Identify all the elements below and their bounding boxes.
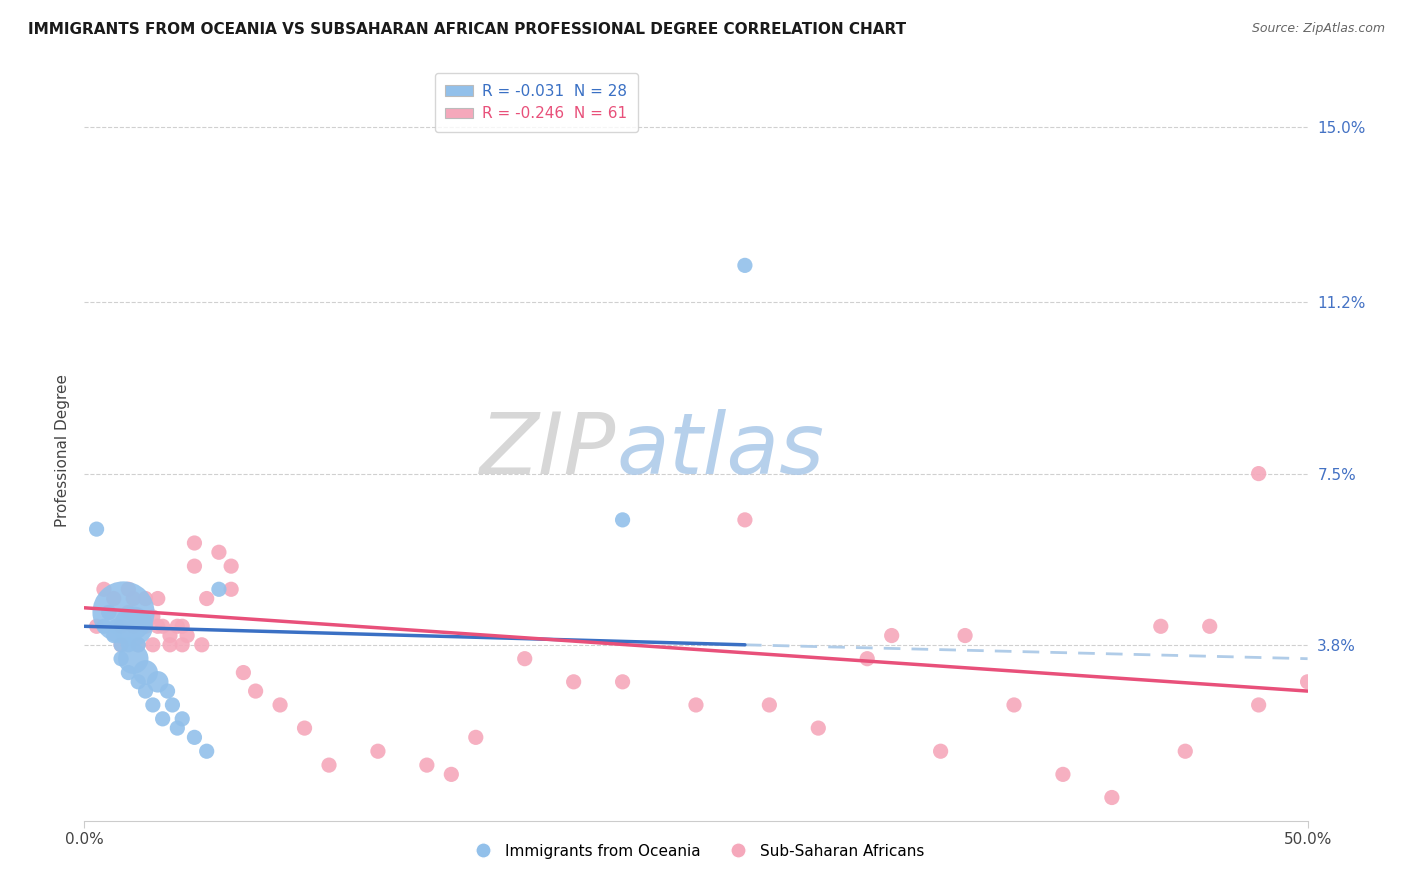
Point — [172, 619, 194, 633]
Point — [146, 591, 169, 606]
Point — [110, 619, 132, 633]
Point — [269, 698, 291, 712]
Point — [159, 638, 181, 652]
Point — [1247, 698, 1270, 712]
Point — [127, 674, 149, 689]
Point — [1002, 698, 1025, 712]
Point — [135, 684, 157, 698]
Y-axis label: Professional Degree: Professional Degree — [55, 374, 70, 527]
Point — [110, 638, 132, 652]
Point — [562, 674, 585, 689]
Point — [856, 651, 879, 665]
Point — [195, 744, 218, 758]
Point — [122, 619, 145, 633]
Point — [93, 619, 115, 633]
Point — [953, 628, 976, 642]
Point — [1198, 619, 1220, 633]
Point — [135, 619, 157, 633]
Point — [612, 513, 634, 527]
Point — [208, 545, 231, 559]
Text: ZIP: ZIP — [481, 409, 616, 492]
Point — [135, 665, 157, 680]
Point — [86, 522, 108, 536]
Point — [146, 674, 169, 689]
Point — [367, 744, 389, 758]
Point — [195, 591, 218, 606]
Point — [172, 712, 194, 726]
Point — [103, 628, 125, 642]
Point — [152, 619, 174, 633]
Point — [142, 610, 165, 624]
Point — [318, 758, 340, 772]
Point — [122, 619, 145, 633]
Point — [122, 591, 145, 606]
Point — [929, 744, 952, 758]
Text: Source: ZipAtlas.com: Source: ZipAtlas.com — [1251, 22, 1385, 36]
Point — [127, 610, 149, 624]
Point — [440, 767, 463, 781]
Point — [86, 619, 108, 633]
Point — [159, 628, 181, 642]
Point — [1247, 467, 1270, 481]
Point — [127, 638, 149, 652]
Point — [219, 582, 242, 597]
Point — [183, 731, 205, 745]
Point — [1101, 790, 1123, 805]
Point — [105, 619, 128, 633]
Point — [183, 559, 205, 574]
Point — [166, 721, 188, 735]
Point — [117, 606, 139, 620]
Point — [176, 628, 198, 642]
Point — [464, 731, 486, 745]
Point — [117, 638, 139, 652]
Point — [734, 513, 756, 527]
Point — [245, 684, 267, 698]
Point — [172, 638, 194, 652]
Point — [166, 619, 188, 633]
Point — [416, 758, 439, 772]
Point — [142, 698, 165, 712]
Point — [183, 536, 205, 550]
Point — [1296, 674, 1319, 689]
Point — [191, 638, 214, 652]
Point — [112, 606, 135, 620]
Point — [127, 638, 149, 652]
Point — [110, 651, 132, 665]
Legend: Immigrants from Oceania, Sub-Saharan Africans: Immigrants from Oceania, Sub-Saharan Afr… — [461, 838, 931, 865]
Point — [97, 606, 120, 620]
Point — [152, 712, 174, 726]
Point — [117, 582, 139, 597]
Point — [880, 628, 903, 642]
Point — [122, 651, 145, 665]
Point — [734, 259, 756, 273]
Point — [146, 619, 169, 633]
Point — [97, 606, 120, 620]
Point — [110, 638, 132, 652]
Point — [219, 559, 242, 574]
Point — [232, 665, 254, 680]
Point — [117, 665, 139, 680]
Point — [208, 582, 231, 597]
Point — [135, 591, 157, 606]
Point — [294, 721, 316, 735]
Point — [156, 684, 179, 698]
Point — [807, 721, 830, 735]
Point — [142, 638, 165, 652]
Point — [1150, 619, 1173, 633]
Point — [103, 591, 125, 606]
Text: IMMIGRANTS FROM OCEANIA VS SUBSAHARAN AFRICAN PROFESSIONAL DEGREE CORRELATION CH: IMMIGRANTS FROM OCEANIA VS SUBSAHARAN AF… — [28, 22, 907, 37]
Point — [513, 651, 536, 665]
Point — [685, 698, 707, 712]
Point — [758, 698, 780, 712]
Point — [612, 674, 634, 689]
Point — [162, 698, 184, 712]
Point — [93, 582, 115, 597]
Point — [1174, 744, 1197, 758]
Text: atlas: atlas — [616, 409, 824, 492]
Point — [1052, 767, 1074, 781]
